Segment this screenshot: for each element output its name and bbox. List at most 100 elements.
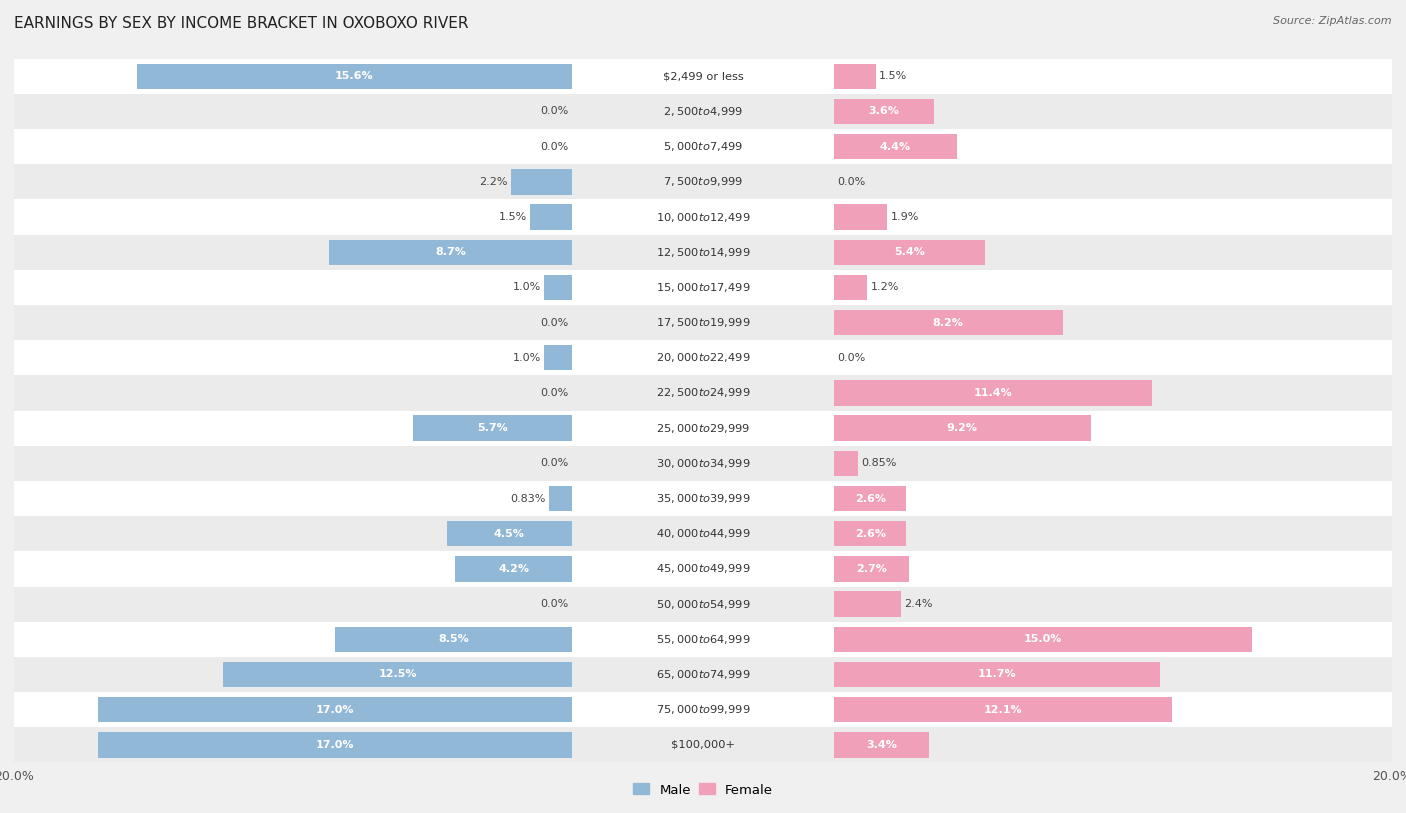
Bar [14,692,1392,728]
Bar [544,345,572,371]
Text: $20,000 to $22,499: $20,000 to $22,499 [655,351,751,364]
Text: 0.0%: 0.0% [540,388,568,398]
Text: $2,499 or less: $2,499 or less [662,72,744,81]
Bar [834,521,907,546]
Bar [834,380,1152,406]
Text: $65,000 to $74,999: $65,000 to $74,999 [655,668,751,681]
Bar [14,551,1392,586]
Legend: Male, Female: Male, Female [633,784,773,797]
Bar [834,733,929,758]
Text: $15,000 to $17,499: $15,000 to $17,499 [655,281,751,294]
Text: $50,000 to $54,999: $50,000 to $54,999 [655,598,751,611]
Bar [834,99,935,124]
Bar [14,481,1392,516]
Text: 12.1%: 12.1% [983,705,1022,715]
Text: 17.0%: 17.0% [316,740,354,750]
Text: $35,000 to $39,999: $35,000 to $39,999 [655,492,751,505]
Bar [224,662,572,687]
Bar [14,235,1392,270]
Bar [548,486,572,511]
Text: 8.7%: 8.7% [436,247,467,257]
Text: 15.0%: 15.0% [1024,634,1063,644]
Text: 0.0%: 0.0% [838,353,866,363]
Bar [413,415,572,441]
Bar [14,164,1392,199]
Text: $30,000 to $34,999: $30,000 to $34,999 [655,457,751,470]
Text: 3.4%: 3.4% [866,740,897,750]
Text: $17,500 to $19,999: $17,500 to $19,999 [655,316,751,329]
Text: EARNINGS BY SEX BY INCOME BRACKET IN OXOBOXO RIVER: EARNINGS BY SEX BY INCOME BRACKET IN OXO… [14,16,468,31]
Bar [14,657,1392,692]
Text: 1.5%: 1.5% [879,72,907,81]
Bar [530,204,572,230]
Bar [329,240,572,265]
Bar [834,662,1160,687]
Text: 0.0%: 0.0% [540,459,568,468]
Text: 5.4%: 5.4% [894,247,925,257]
Text: 2.4%: 2.4% [904,599,932,609]
Text: 4.5%: 4.5% [494,528,524,539]
Bar [834,204,887,230]
Bar [14,59,1392,93]
Bar [834,134,956,159]
Bar [14,340,1392,376]
Bar [14,199,1392,235]
Bar [136,63,572,89]
Bar [14,411,1392,446]
Bar [14,516,1392,551]
Bar [14,129,1392,164]
Bar [834,310,1063,335]
Bar [14,728,1392,763]
Text: 0.0%: 0.0% [838,177,866,187]
Text: $2,500 to $4,999: $2,500 to $4,999 [664,105,742,118]
Text: 11.4%: 11.4% [973,388,1012,398]
Text: $25,000 to $29,999: $25,000 to $29,999 [655,422,751,435]
Text: 4.4%: 4.4% [880,141,911,152]
Text: 17.0%: 17.0% [316,705,354,715]
Text: 1.0%: 1.0% [513,282,541,293]
Text: $45,000 to $49,999: $45,000 to $49,999 [655,563,751,576]
Text: 0.83%: 0.83% [510,493,546,503]
Bar [544,275,572,300]
Text: $12,500 to $14,999: $12,500 to $14,999 [655,246,751,259]
Text: 3.6%: 3.6% [869,107,900,116]
Bar [834,63,876,89]
Text: 0.85%: 0.85% [860,459,897,468]
Text: $75,000 to $99,999: $75,000 to $99,999 [655,703,751,716]
Bar [14,376,1392,411]
Bar [335,627,572,652]
Text: 12.5%: 12.5% [378,669,418,680]
Text: $10,000 to $12,499: $10,000 to $12,499 [655,211,751,224]
Text: 2.7%: 2.7% [856,564,887,574]
Bar [14,622,1392,657]
Text: 0.0%: 0.0% [540,318,568,328]
Bar [834,556,910,581]
Bar [834,450,858,476]
Text: $55,000 to $64,999: $55,000 to $64,999 [655,633,751,646]
Text: 1.2%: 1.2% [870,282,900,293]
Text: 1.5%: 1.5% [499,212,527,222]
Text: 11.7%: 11.7% [977,669,1017,680]
Text: 2.2%: 2.2% [479,177,508,187]
Text: 5.7%: 5.7% [477,423,508,433]
Text: 2.6%: 2.6% [855,528,886,539]
Bar [834,240,984,265]
Bar [14,305,1392,340]
Text: $5,000 to $7,499: $5,000 to $7,499 [664,140,742,153]
Text: 0.0%: 0.0% [540,107,568,116]
Bar [98,733,572,758]
Text: 4.2%: 4.2% [498,564,529,574]
Text: $22,500 to $24,999: $22,500 to $24,999 [655,386,751,399]
Bar [510,169,572,194]
Text: $100,000+: $100,000+ [671,740,735,750]
Bar [14,586,1392,622]
Text: 9.2%: 9.2% [946,423,977,433]
Bar [834,275,868,300]
Text: 1.9%: 1.9% [890,212,918,222]
Bar [14,93,1392,129]
Bar [834,697,1171,722]
Text: 8.2%: 8.2% [932,318,963,328]
Bar [834,415,1091,441]
Bar [834,486,907,511]
Text: 0.0%: 0.0% [540,599,568,609]
